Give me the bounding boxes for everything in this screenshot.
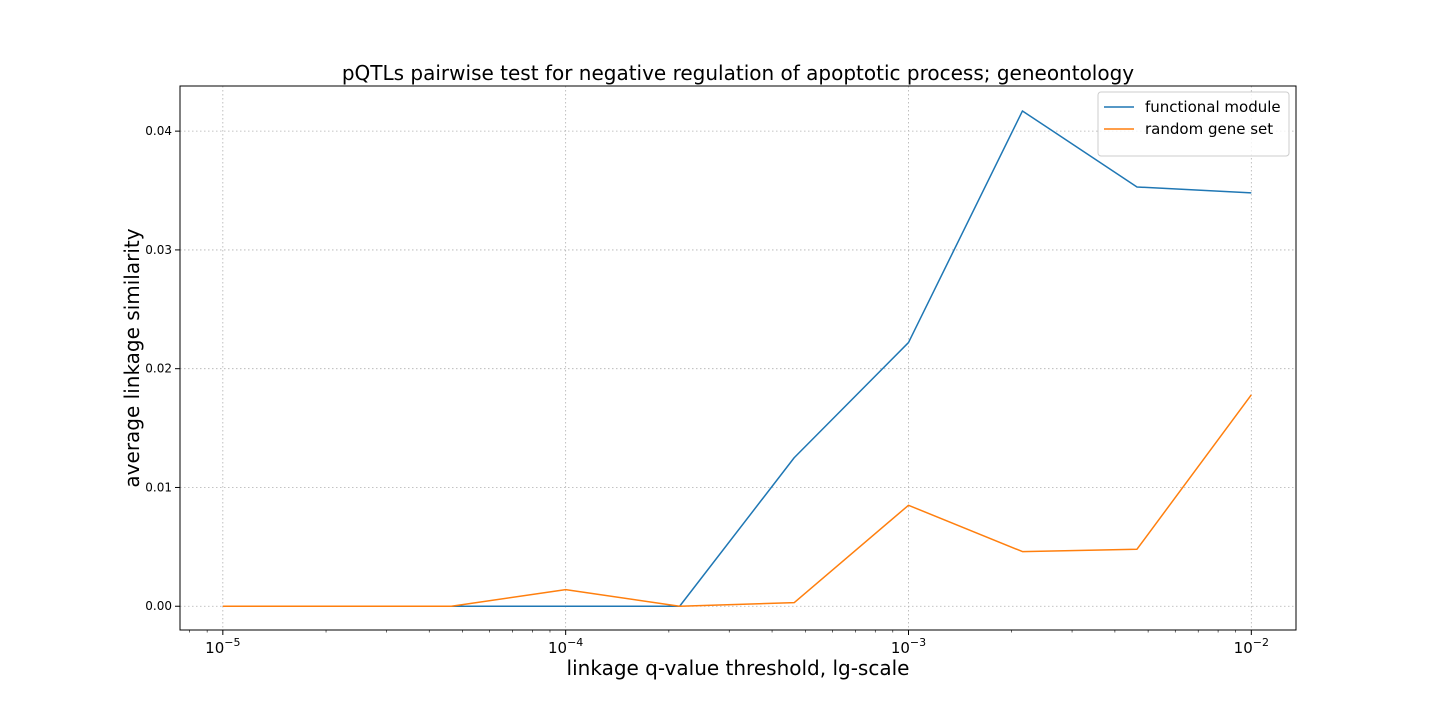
series-layer bbox=[222, 110, 1252, 607]
legend: functional module random gene set bbox=[1097, 91, 1290, 157]
grid-lines bbox=[180, 86, 1296, 630]
y-tick-label: 0.04 bbox=[145, 124, 172, 138]
plot-frame bbox=[179, 85, 1297, 631]
x-tick-label: 10−3 bbox=[891, 636, 926, 657]
series-line-2 bbox=[222, 394, 1252, 607]
legend-label: random gene set bbox=[1145, 120, 1273, 138]
x-tick-label: 10−5 bbox=[205, 636, 240, 657]
legend-label: functional module bbox=[1145, 98, 1281, 116]
chart-title: pQTLs pairwise test for negative regulat… bbox=[342, 61, 1134, 85]
y-tick-label: 0.03 bbox=[145, 243, 172, 257]
axis-ticks: 10−5 10−4 10−3 10−2 0.00 0.01 0.02 0.03 0.04 bbox=[145, 124, 1269, 657]
y-tick-label: 0.02 bbox=[145, 362, 172, 376]
legend-box bbox=[1097, 91, 1290, 157]
x-tick-label: 10−4 bbox=[548, 636, 583, 657]
x-tick-label: 10−2 bbox=[1234, 636, 1269, 657]
y-tick-label: 0.00 bbox=[145, 599, 172, 613]
y-axis-label: average linkage similarity bbox=[120, 228, 144, 487]
x-axis-label: linkage q-value threshold, lg-scale bbox=[567, 656, 910, 680]
y-tick-label: 0.01 bbox=[145, 480, 172, 494]
